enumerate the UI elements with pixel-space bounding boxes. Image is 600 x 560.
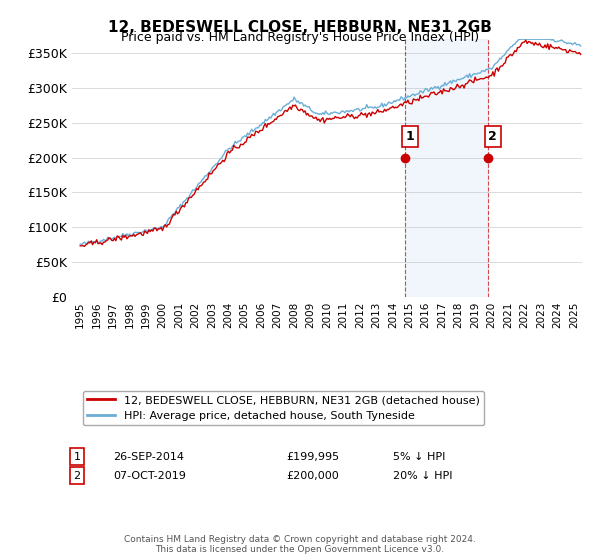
Text: 1: 1 <box>74 451 80 461</box>
Bar <box>405 39 488 297</box>
Text: 1: 1 <box>406 130 414 143</box>
Text: 26-SEP-2014: 26-SEP-2014 <box>113 451 184 461</box>
Legend: 12, BEDESWELL CLOSE, HEBBURN, NE31 2GB (detached house), HPI: Average price, det: 12, BEDESWELL CLOSE, HEBBURN, NE31 2GB (… <box>83 391 484 425</box>
Text: Price paid vs. HM Land Registry's House Price Index (HPI): Price paid vs. HM Land Registry's House … <box>121 31 479 44</box>
Text: 2: 2 <box>74 471 80 481</box>
Text: 5% ↓ HPI: 5% ↓ HPI <box>394 451 446 461</box>
Text: 20% ↓ HPI: 20% ↓ HPI <box>394 471 453 481</box>
Text: £199,995: £199,995 <box>286 451 340 461</box>
Text: 07-OCT-2019: 07-OCT-2019 <box>113 471 185 481</box>
Text: 12, BEDESWELL CLOSE, HEBBURN, NE31 2GB: 12, BEDESWELL CLOSE, HEBBURN, NE31 2GB <box>108 20 492 35</box>
Text: £200,000: £200,000 <box>286 471 339 481</box>
Text: Contains HM Land Registry data © Crown copyright and database right 2024.
This d: Contains HM Land Registry data © Crown c… <box>124 535 476 554</box>
Text: 2: 2 <box>488 130 497 143</box>
